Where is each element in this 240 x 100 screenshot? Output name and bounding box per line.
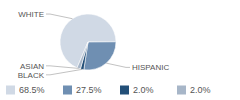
slice-label: HISPANIC <box>132 63 169 72</box>
leader-line <box>106 63 130 67</box>
slice-labels: WHITE HISPANIC BLACKASIAN <box>18 10 170 80</box>
legend-swatch <box>6 86 15 95</box>
legend-label: 2.0% <box>133 85 154 95</box>
leader-line <box>46 69 82 74</box>
legend-label: 68.5% <box>19 85 45 95</box>
slice-label: WHITE <box>18 10 44 19</box>
legend-label: 2.0% <box>190 85 211 95</box>
slice-label: ASIAN <box>20 62 44 71</box>
legend-swatch <box>177 86 186 95</box>
pie <box>60 14 116 70</box>
pie-slice <box>84 42 116 70</box>
legend: 68.5% 27.5% 2.0% 2.0% <box>6 85 211 95</box>
legend-swatch <box>120 86 129 95</box>
slice-label: BLACK <box>18 71 45 80</box>
chart: WHITE HISPANIC BLACKASIAN 68.5% 27.5% 2.0% 2.0… <box>0 0 240 100</box>
legend-label: 27.5% <box>76 85 102 95</box>
leader-line <box>46 66 79 69</box>
legend-swatch <box>63 86 72 95</box>
leader-line <box>46 14 72 19</box>
pie-slice <box>77 42 88 69</box>
